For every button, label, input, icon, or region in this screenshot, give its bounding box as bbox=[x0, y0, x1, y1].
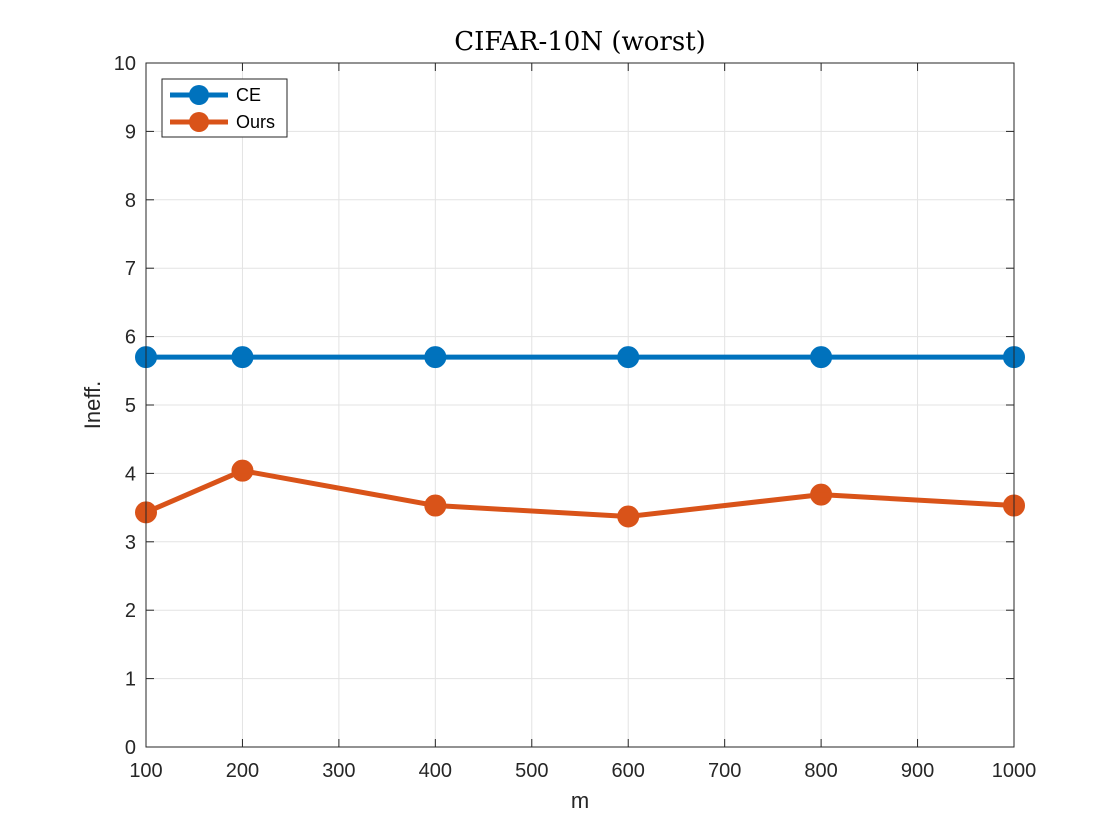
y-tick-label: 6 bbox=[125, 327, 136, 349]
legend-box bbox=[161, 78, 288, 138]
x-tick-label: 200 bbox=[226, 760, 259, 782]
legend: CE Ours bbox=[161, 78, 288, 138]
series-line bbox=[145, 468, 1015, 519]
x-tick-label: 1000 bbox=[992, 760, 1037, 782]
legend-marker bbox=[189, 85, 209, 105]
legend-label: Ours bbox=[236, 112, 275, 132]
y-tick-label: 1 bbox=[125, 669, 136, 691]
series-ours bbox=[135, 459, 1025, 528]
y-ticks: 0 1 2 3 4 5 6 7 8 9 10 bbox=[114, 53, 1014, 759]
x-tick-label: 400 bbox=[419, 760, 452, 782]
y-tick-label: 0 bbox=[125, 737, 136, 759]
x-tick-label: 300 bbox=[322, 760, 355, 782]
x-tick-label: 500 bbox=[515, 760, 548, 782]
y-axis-label: Ineff. bbox=[80, 381, 105, 430]
x-ticks: 100 200 300 400 500 600 700 800 900 1000 bbox=[129, 63, 1036, 782]
series-layer bbox=[135, 346, 1025, 528]
grid bbox=[145, 62, 1015, 748]
legend-label: CE bbox=[236, 85, 261, 105]
y-tick-label: 10 bbox=[114, 53, 136, 75]
legend-marker bbox=[189, 112, 209, 132]
x-tick-label: 900 bbox=[901, 760, 934, 782]
y-tick-label: 3 bbox=[125, 532, 136, 554]
y-tick-label: 7 bbox=[125, 258, 136, 280]
x-axis-label: m bbox=[571, 788, 589, 813]
y-tick-label: 4 bbox=[125, 463, 136, 485]
chart-title: CIFAR-10N (worst) bbox=[454, 27, 706, 57]
legend-item-ce: CE bbox=[170, 85, 261, 105]
x-tick-label: 700 bbox=[708, 760, 741, 782]
x-tick-label: 100 bbox=[129, 760, 162, 782]
y-tick-label: 8 bbox=[125, 190, 136, 212]
y-tick-label: 2 bbox=[125, 600, 136, 622]
x-tick-label: 800 bbox=[804, 760, 837, 782]
y-tick-label: 9 bbox=[125, 121, 136, 143]
y-tick-label: 5 bbox=[125, 395, 136, 417]
x-tick-label: 600 bbox=[612, 760, 645, 782]
legend-item-ours: Ours bbox=[170, 112, 275, 132]
